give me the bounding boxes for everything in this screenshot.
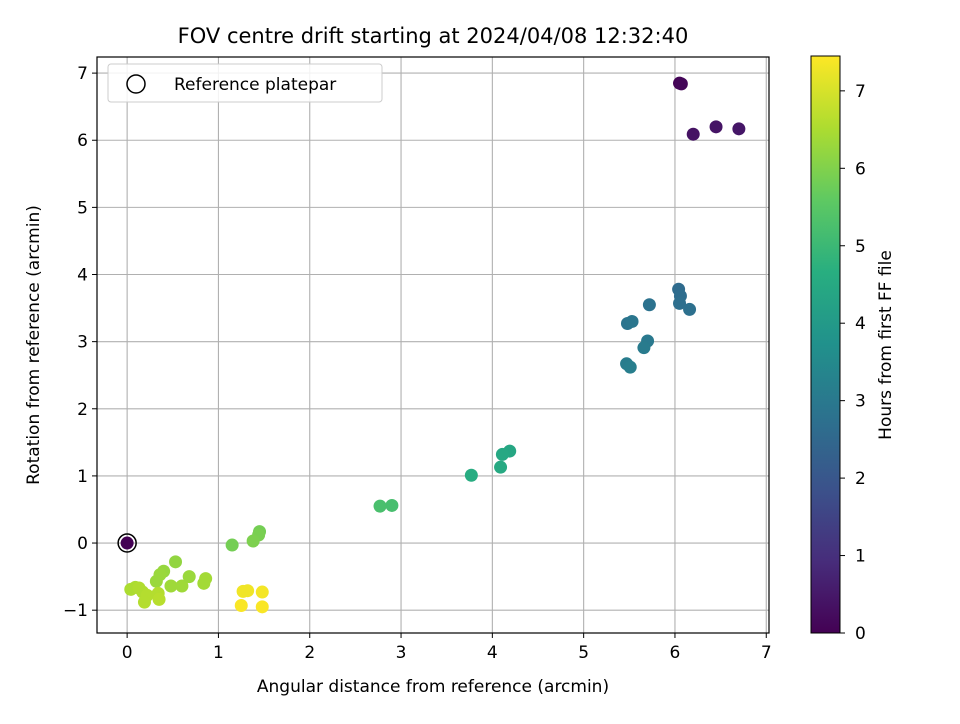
legend-box bbox=[107, 63, 383, 103]
data-point bbox=[152, 592, 166, 606]
x-axis-label: Angular distance from reference (arcmin) bbox=[257, 677, 609, 697]
y-tick-label: 1 bbox=[77, 467, 88, 487]
data-point bbox=[642, 298, 656, 312]
data-point bbox=[623, 360, 637, 374]
colorbar-tick-label: 5 bbox=[855, 237, 866, 257]
colorbar-tick-label: 6 bbox=[855, 159, 866, 179]
data-point bbox=[494, 460, 508, 474]
y-axis-label: Rotation from reference (arcmin) bbox=[24, 205, 44, 485]
x-tick-label: 1 bbox=[213, 643, 224, 663]
data-point bbox=[686, 127, 700, 141]
colorbar-tick-label: 0 bbox=[855, 624, 866, 644]
data-point bbox=[137, 595, 151, 609]
reference-marker bbox=[117, 533, 137, 553]
x-tick-label: 4 bbox=[487, 643, 498, 663]
colorbar-gradient bbox=[810, 55, 841, 634]
colorbar: 0 1 2 3 4 5 6 7 Hours from first FF file bbox=[810, 55, 896, 644]
data-point bbox=[709, 120, 723, 134]
data-point bbox=[197, 576, 211, 590]
x-tick-label: 2 bbox=[304, 643, 315, 663]
x-tick-label: 0 bbox=[122, 643, 133, 663]
y-tick-label: 4 bbox=[77, 266, 88, 286]
y-axis-ticks: −1 0 1 2 3 4 5 6 7 bbox=[63, 64, 97, 621]
data-point bbox=[464, 468, 478, 482]
y-tick-label: 6 bbox=[77, 131, 88, 151]
y-tick-label: 0 bbox=[77, 534, 88, 554]
x-tick-label: 3 bbox=[396, 643, 407, 663]
colorbar-tick-label: 2 bbox=[855, 469, 866, 489]
colorbar-ticks: 0 1 2 3 4 5 6 7 bbox=[840, 82, 866, 644]
y-tick-label: 2 bbox=[77, 400, 88, 420]
data-point bbox=[169, 555, 183, 569]
y-tick-label: 7 bbox=[77, 64, 88, 84]
data-points bbox=[117, 76, 746, 614]
data-point bbox=[673, 296, 687, 310]
data-point bbox=[637, 341, 651, 355]
colorbar-tick-label: 3 bbox=[855, 392, 866, 412]
data-point bbox=[625, 315, 639, 329]
legend: Reference platepar bbox=[107, 63, 383, 103]
y-tick-label: −1 bbox=[63, 601, 88, 621]
data-point bbox=[225, 538, 239, 552]
data-point bbox=[120, 536, 134, 550]
x-tick-label: 6 bbox=[670, 643, 681, 663]
colorbar-label: Hours from first FF file bbox=[876, 250, 896, 440]
data-point bbox=[241, 584, 255, 598]
data-point bbox=[234, 598, 248, 612]
colorbar-tick-label: 7 bbox=[855, 82, 866, 102]
data-point bbox=[495, 447, 509, 461]
y-tick-label: 3 bbox=[77, 333, 88, 353]
data-point bbox=[149, 574, 163, 588]
colorbar-tick-label: 4 bbox=[855, 314, 866, 334]
x-axis-ticks: 0 1 2 3 4 5 6 7 bbox=[122, 633, 772, 663]
x-tick-label: 7 bbox=[761, 643, 772, 663]
data-point bbox=[255, 600, 269, 614]
y-tick-label: 5 bbox=[77, 198, 88, 218]
legend-entry-label: Reference platepar bbox=[174, 75, 336, 95]
chart-title: FOV centre drift starting at 2024/04/08 … bbox=[178, 24, 689, 48]
data-point bbox=[385, 498, 399, 512]
data-point bbox=[732, 122, 746, 136]
data-point bbox=[246, 534, 260, 548]
legend-marker bbox=[126, 74, 146, 94]
data-point bbox=[674, 77, 688, 91]
colorbar-tick-label: 1 bbox=[855, 547, 866, 567]
data-point bbox=[255, 585, 269, 599]
data-point bbox=[164, 579, 178, 593]
data-point bbox=[683, 302, 697, 316]
plot-frame bbox=[96, 56, 770, 634]
data-point bbox=[175, 579, 189, 593]
x-tick-label: 5 bbox=[578, 643, 589, 663]
data-point bbox=[182, 570, 196, 584]
data-point bbox=[373, 499, 387, 513]
grid bbox=[97, 57, 769, 633]
